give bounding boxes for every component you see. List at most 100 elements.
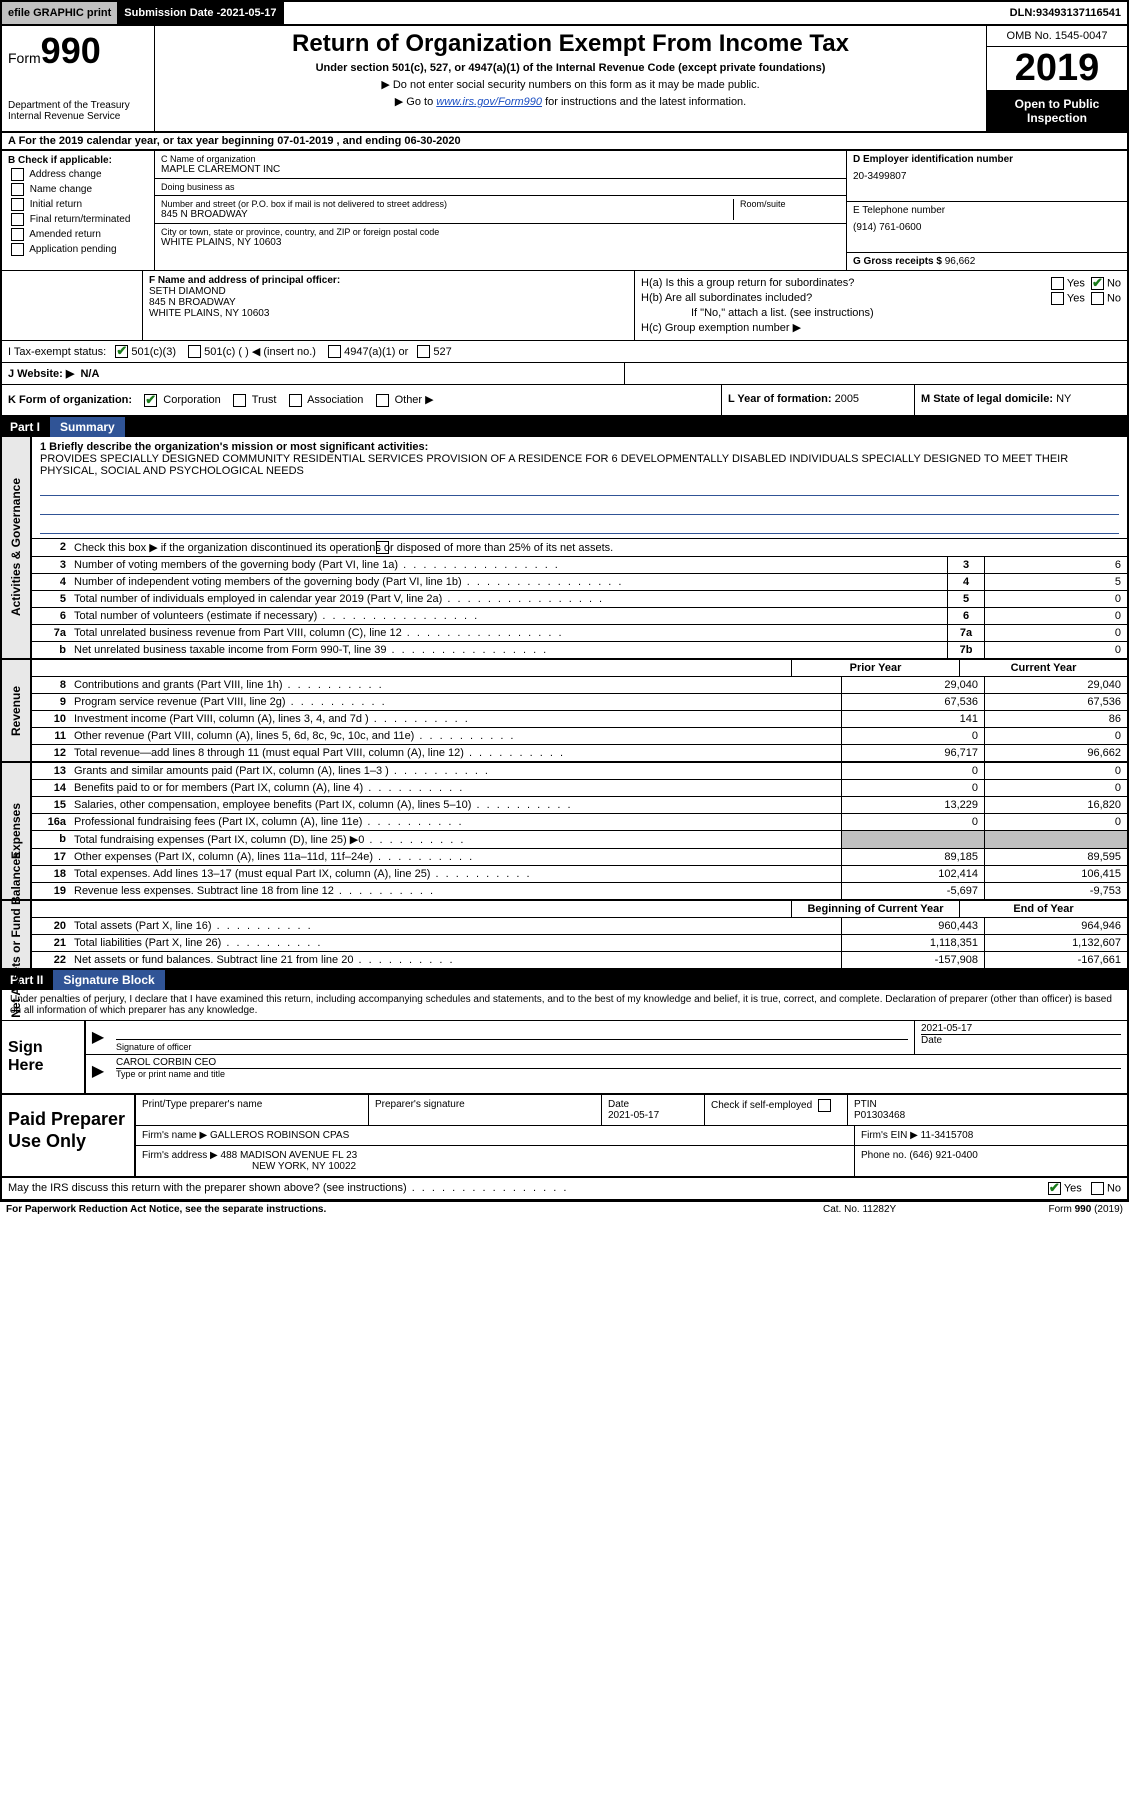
firm-ein: 11-3415708 [921, 1130, 974, 1141]
cb-final-return[interactable]: Final return/terminated [8, 213, 148, 226]
summary-line: 8Contributions and grants (Part VIII, li… [32, 677, 1127, 694]
summary-line: 11Other revenue (Part VIII, column (A), … [32, 728, 1127, 745]
cb-ha-yes[interactable] [1051, 277, 1064, 290]
cb-ha-no[interactable] [1091, 277, 1104, 290]
cb-self-employed[interactable] [818, 1099, 831, 1112]
form-number: Form990 [8, 30, 148, 72]
tax-status-row: I Tax-exempt status: 501(c)(3) 501(c) ( … [0, 341, 1129, 363]
summary-line: 18Total expenses. Add lines 13–17 (must … [32, 866, 1127, 883]
row-f-h: F Name and address of principal officer:… [0, 271, 1129, 341]
cb-assoc[interactable] [289, 394, 302, 407]
vtab-expenses: Expenses [9, 803, 23, 859]
summary-line: 13Grants and similar amounts paid (Part … [32, 763, 1127, 780]
form-subtitle-3: Go to www.irs.gov/Form990 for instructio… [161, 95, 980, 108]
cb-other[interactable] [376, 394, 389, 407]
website-value: N/A [80, 368, 99, 380]
period-line: A For the 2019 calendar year, or tax yea… [0, 133, 1129, 151]
cb-discuss-yes[interactable] [1048, 1182, 1061, 1195]
summary-line: 10Investment income (Part VIII, column (… [32, 711, 1127, 728]
box-b: B Check if applicable: Address change Na… [2, 151, 155, 270]
gross-receipts: 96,662 [945, 256, 976, 267]
tax-year: 2019 [987, 47, 1127, 91]
omb-number: OMB No. 1545-0047 [987, 26, 1127, 47]
summary-line: bTotal fundraising expenses (Part IX, co… [32, 831, 1127, 849]
dept-label: Department of the Treasury Internal Reve… [8, 100, 148, 122]
city-state-zip: WHITE PLAINS, NY 10603 [161, 237, 840, 248]
cb-4947[interactable] [328, 345, 341, 358]
phone: (914) 761-0600 [853, 222, 1121, 233]
street-address: 845 N BROADWAY [161, 209, 733, 220]
form-subtitle-1: Under section 501(c), 527, or 4947(a)(1)… [161, 62, 980, 74]
summary-line: 14Benefits paid to or for members (Part … [32, 780, 1127, 797]
page-footer: For Paperwork Reduction Act Notice, see … [0, 1201, 1129, 1217]
summary-line: 3Number of voting members of the governi… [32, 557, 1127, 574]
officer-name: SETH DIAMOND [149, 286, 226, 297]
cb-amended[interactable]: Amended return [8, 228, 148, 241]
efile-label: efile GRAPHIC print [2, 2, 118, 24]
top-toolbar: efile GRAPHIC print Submission Date - 20… [0, 0, 1129, 26]
part-ii-header: Part II Signature Block [0, 970, 1129, 990]
discuss-row: May the IRS discuss this return with the… [0, 1178, 1129, 1201]
box-c: C Name of organization MAPLE CLAREMONT I… [155, 151, 847, 270]
summary-line: 17Other expenses (Part IX, column (A), l… [32, 849, 1127, 866]
sig-declaration: Under penalties of perjury, I declare th… [0, 990, 1129, 1020]
mission-text: PROVIDES SPECIALLY DESIGNED COMMUNITY RE… [40, 453, 1068, 477]
cb-501c[interactable] [188, 345, 201, 358]
state-domicile: NY [1056, 393, 1071, 405]
vtab-governance: Activities & Governance [9, 478, 23, 616]
form-subtitle-2: Do not enter social security numbers on … [161, 78, 980, 91]
toolbar-spacer [284, 2, 1004, 24]
irs-link[interactable]: www.irs.gov/Form990 [436, 96, 542, 108]
form-header: Form990 Department of the Treasury Inter… [0, 26, 1129, 133]
submission-date-btn[interactable]: Submission Date - 2021-05-17 [118, 2, 283, 24]
ein: 20-3499807 [853, 171, 1121, 182]
cb-pending[interactable]: Application pending [8, 243, 148, 256]
cb-discuss-no[interactable] [1091, 1182, 1104, 1195]
summary-line: 12Total revenue—add lines 8 through 11 (… [32, 745, 1127, 761]
summary-line: 5Total number of individuals employed in… [32, 591, 1127, 608]
cb-527[interactable] [417, 345, 430, 358]
dln-label: DLN: 93493137116541 [1004, 2, 1127, 24]
cb-trust[interactable] [233, 394, 246, 407]
section-revenue: Revenue Prior YearCurrent Year 8Contribu… [0, 660, 1129, 763]
section-governance: Activities & Governance 1 Briefly descri… [0, 437, 1129, 661]
year-formation: 2005 [835, 393, 859, 405]
website-row: J Website: ▶ N/A [0, 363, 1129, 385]
firm-phone: (646) 921-0400 [909, 1150, 977, 1161]
cb-501c3[interactable] [115, 345, 128, 358]
officer-name-title: CAROL CORBIN CEO [116, 1057, 1121, 1069]
part-i-header: Part I Summary [0, 417, 1129, 437]
cb-initial-return[interactable]: Initial return [8, 198, 148, 211]
summary-line: 6Total number of volunteers (estimate if… [32, 608, 1127, 625]
section-net-assets: Net Assets or Fund Balances Beginning of… [0, 901, 1129, 970]
arrow-icon: ▶ [86, 1055, 110, 1081]
vtab-net-assets: Net Assets or Fund Balances [9, 852, 23, 1018]
cb-name-change[interactable]: Name change [8, 183, 148, 196]
summary-line: 22Net assets or fund balances. Subtract … [32, 952, 1127, 968]
summary-line: 19Revenue less expenses. Subtract line 1… [32, 883, 1127, 899]
org-name: MAPLE CLAREMONT INC [161, 164, 840, 175]
summary-line: 21Total liabilities (Part X, line 26)1,1… [32, 935, 1127, 952]
open-public-badge: Open to Public Inspection [987, 91, 1127, 131]
vtab-revenue: Revenue [9, 686, 23, 736]
k-l-m-row: K Form of organization: Corporation Trus… [0, 385, 1129, 417]
arrow-icon: ▶ [86, 1021, 110, 1054]
paid-preparer-block: Paid Preparer Use Only Print/Type prepar… [0, 1095, 1129, 1178]
summary-line: 20Total assets (Part X, line 16)960,4439… [32, 918, 1127, 935]
box-de: D Employer identification number 20-3499… [847, 151, 1127, 270]
cb-hb-yes[interactable] [1051, 292, 1064, 305]
summary-line: bNet unrelated business taxable income f… [32, 642, 1127, 658]
cb-corp[interactable] [144, 394, 157, 407]
form-title: Return of Organization Exempt From Incom… [161, 30, 980, 58]
summary-line: 9Program service revenue (Part VIII, lin… [32, 694, 1127, 711]
ptin: P01303468 [854, 1110, 1121, 1121]
cb-line2[interactable] [376, 541, 389, 554]
cb-address-change[interactable]: Address change [8, 168, 148, 181]
summary-line: 16aProfessional fundraising fees (Part I… [32, 814, 1127, 831]
summary-line: 7aTotal unrelated business revenue from … [32, 625, 1127, 642]
summary-line: 4Number of independent voting members of… [32, 574, 1127, 591]
info-block: B Check if applicable: Address change Na… [0, 151, 1129, 271]
sign-here-block: Sign Here ▶ Signature of officer 2021-05… [0, 1020, 1129, 1095]
cb-hb-no[interactable] [1091, 292, 1104, 305]
section-expenses: Expenses 13Grants and similar amounts pa… [0, 763, 1129, 901]
